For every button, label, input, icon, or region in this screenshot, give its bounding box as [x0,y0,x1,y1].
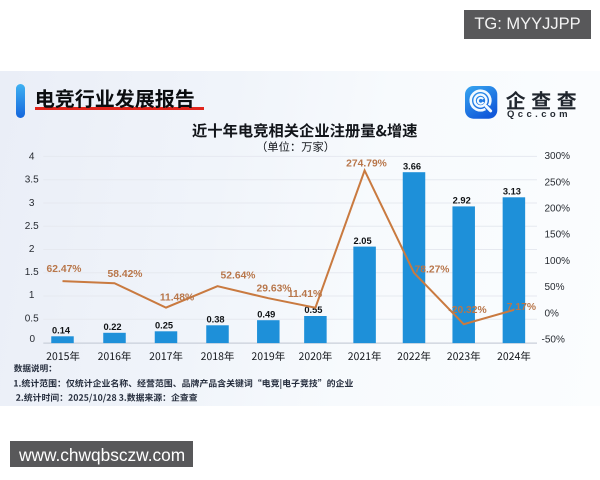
svg-text:-50%: -50% [542,335,565,346]
svg-text:2.92: 2.92 [453,196,471,206]
svg-text:0.38: 0.38 [206,315,224,325]
svg-text:200%: 200% [545,204,571,215]
svg-text:0.25: 0.25 [155,321,173,331]
svg-text:62.47%: 62.47% [47,264,82,275]
svg-text:0.5: 0.5 [25,313,39,324]
svg-text:100%: 100% [545,256,571,267]
svg-text:0.55: 0.55 [304,305,322,315]
svg-text:11.41%: 11.41% [288,289,322,300]
svg-text:0%: 0% [545,308,560,319]
svg-text:150%: 150% [545,230,571,241]
svg-text:11.48%: 11.48% [160,293,194,304]
svg-text:2.5: 2.5 [25,221,39,232]
svg-text:78.27%: 78.27% [415,265,450,276]
svg-text:0: 0 [30,334,36,345]
svg-text:1: 1 [29,290,35,301]
svg-text:2: 2 [29,244,35,255]
svg-text:7.17%: 7.17% [507,302,536,313]
svg-text:0.49: 0.49 [257,309,275,319]
svg-text:0.14: 0.14 [52,326,71,336]
svg-text:300%: 300% [545,151,571,162]
svg-text:250%: 250% [545,177,571,188]
svg-text:2.05: 2.05 [354,236,372,246]
svg-text:29.63%: 29.63% [257,284,292,295]
svg-text:3.5: 3.5 [25,175,39,186]
svg-text:3.66: 3.66 [403,161,421,171]
svg-text:0.22: 0.22 [103,322,121,332]
svg-text:274.79%: 274.79% [346,158,387,169]
svg-text:3.13: 3.13 [503,187,521,197]
svg-text:3: 3 [29,198,35,209]
svg-text:58.42%: 58.42% [108,269,143,280]
svg-text:50%: 50% [545,282,565,293]
svg-text:1.5: 1.5 [25,267,39,278]
svg-text:-20.32%: -20.32% [448,305,486,316]
svg-text:4: 4 [29,152,35,163]
svg-text:52.64%: 52.64% [221,270,256,281]
